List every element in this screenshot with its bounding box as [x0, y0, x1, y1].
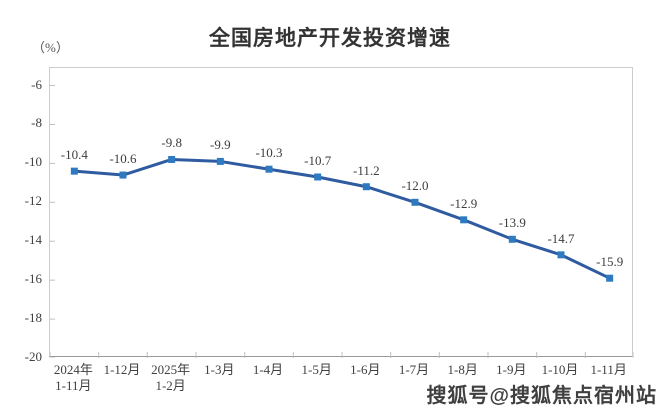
data-point-marker: [460, 216, 468, 224]
data-point-marker: [362, 183, 370, 191]
y-axis-tick-label: -8: [31, 115, 42, 131]
data-point-marker: [508, 235, 516, 243]
y-axis-unit-label: （%）: [32, 40, 69, 55]
data-label: -11.2: [353, 162, 380, 178]
data-point-marker: [557, 251, 565, 259]
x-axis-tick-label: 1-4月: [252, 362, 284, 377]
y-axis-tick-label: -6: [31, 76, 42, 92]
data-point-marker: [314, 173, 322, 181]
y-axis-tick-label: -14: [24, 232, 42, 248]
data-label: -10.6: [109, 151, 137, 167]
data-label: -10.7: [304, 152, 332, 168]
data-point-marker: [265, 165, 273, 173]
data-label: -12.0: [401, 178, 429, 194]
data-label: -10.4: [60, 147, 88, 163]
data-point-marker: [216, 157, 224, 165]
plot-area: -10.4 -10.6 -9.8 -9.9 -10.3 -10.7 -11.2 -12.0 -1…: [49, 67, 634, 358]
y-axis-tick-label: -20: [24, 349, 42, 364]
x-axis-tick-label: 2024年 1-11月: [53, 362, 93, 393]
x-axis-tick-label: 1-7月: [398, 362, 430, 377]
data-label: -15.9: [596, 254, 624, 270]
data-point-marker: [411, 198, 419, 206]
y-axis-tick-label: -12: [24, 193, 42, 209]
x-axis-tick-label: 2025年 1-2月: [151, 362, 191, 393]
x-axis-tick-label: 1-11月: [590, 362, 627, 377]
watermark-text: 搜狐号@搜狐焦点宿州站: [426, 385, 657, 407]
data-label: -9.8: [161, 135, 182, 151]
chart-title: 全国房地产开发投资增速: [209, 27, 451, 50]
line-series-svg: [50, 85, 634, 358]
data-point-marker: [119, 171, 127, 179]
y-axis-tick-label: -18: [24, 310, 42, 326]
x-axis-tick-label: 1-12月: [103, 362, 141, 377]
x-axis-tick-label: 1-6月: [350, 362, 381, 377]
x-axis-tick-label: 1-10月: [541, 362, 579, 377]
y-axis-tick-label: -10: [24, 154, 42, 170]
data-point-marker: [606, 274, 614, 282]
data-label: -14.7: [547, 230, 575, 246]
data-label: -12.9: [450, 195, 478, 211]
x-axis-tick-label: 1-3月: [204, 362, 235, 377]
data-label: -9.9: [210, 137, 231, 153]
y-axis-tick-label: -16: [24, 271, 42, 287]
x-axis-tick-label: 1-8月: [447, 362, 478, 377]
data-point-marker: [168, 155, 176, 163]
x-axis-tick-label: 1-9月: [496, 362, 527, 377]
data-label: -13.9: [498, 215, 526, 231]
x-axis-tick-label: 1-5月: [301, 362, 332, 377]
series-line: [72, 157, 612, 280]
data-label: -10.3: [255, 145, 283, 161]
data-point-marker: [70, 167, 78, 175]
